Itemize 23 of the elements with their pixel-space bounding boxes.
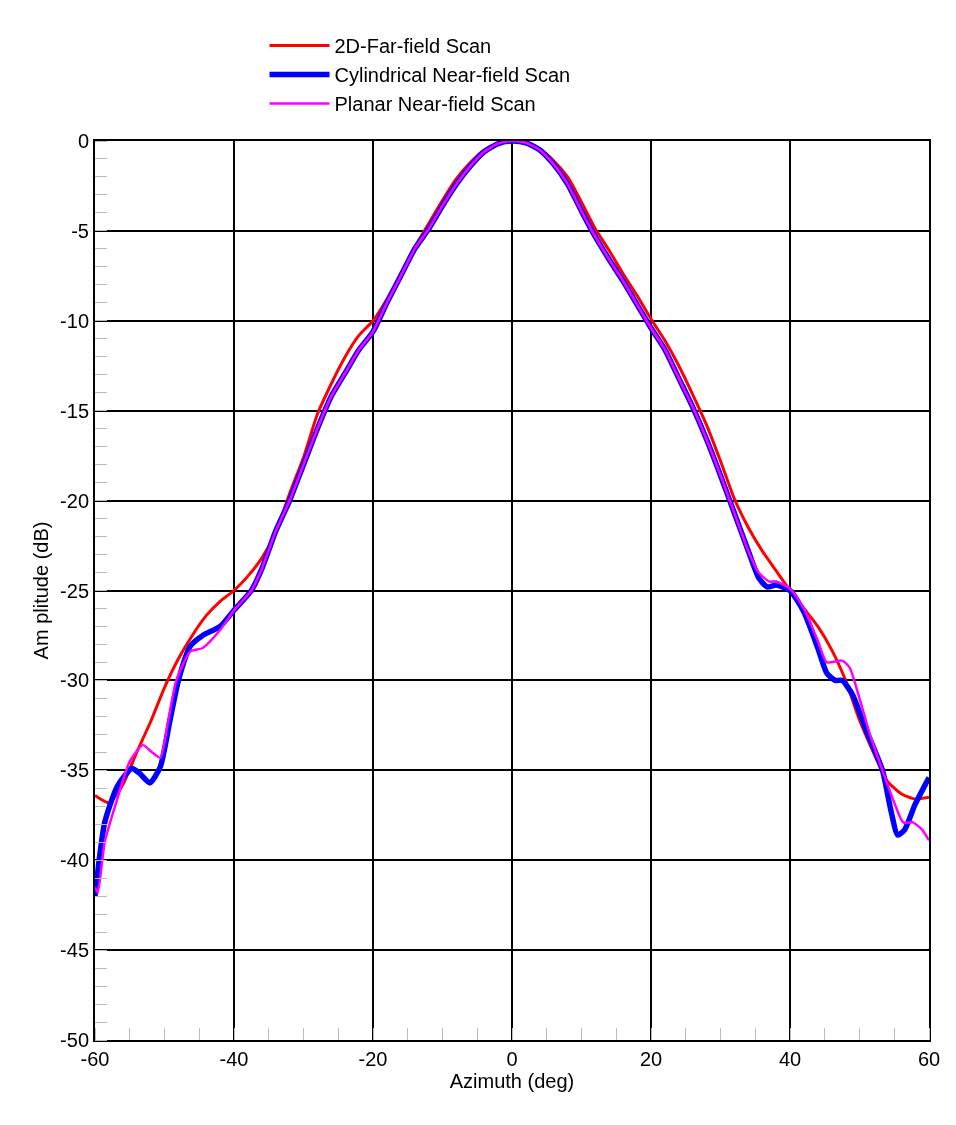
legend-label: 2D-Far-field Scan (334, 35, 492, 58)
x-tick-label: 40 (778, 1048, 802, 1070)
y-tick-label: 0 (77, 130, 89, 152)
legend-label: Planar Near-field Scan (334, 93, 536, 116)
y-tick-label: -20 (60, 489, 89, 512)
y-tick-label: -45 (60, 939, 89, 962)
x-tick-label: -40 (219, 1048, 249, 1070)
x-tick-label: -20 (358, 1048, 388, 1070)
legend-label: Cylindrical Near-field Scan (334, 64, 571, 87)
y-tick-label: -30 (60, 669, 89, 692)
x-tick-label: 60 (917, 1048, 941, 1070)
x-tick-label: 0 (506, 1048, 518, 1070)
x-tick-label: 20 (639, 1048, 663, 1070)
x-axis-title: Azimuth (deg) (449, 1070, 575, 1092)
y-tick-label: -25 (60, 579, 89, 602)
y-tick-label: -15 (60, 399, 89, 422)
y-tick-label: -10 (60, 309, 89, 332)
y-axis-title: Am plitude (dB) (30, 521, 53, 660)
y-tick-label: -50 (60, 1029, 89, 1051)
x-tick-label: -60 (80, 1048, 110, 1070)
y-tick-label: -35 (60, 759, 89, 782)
y-tick-label: -40 (60, 849, 89, 872)
y-tick-label: -5 (71, 219, 89, 242)
